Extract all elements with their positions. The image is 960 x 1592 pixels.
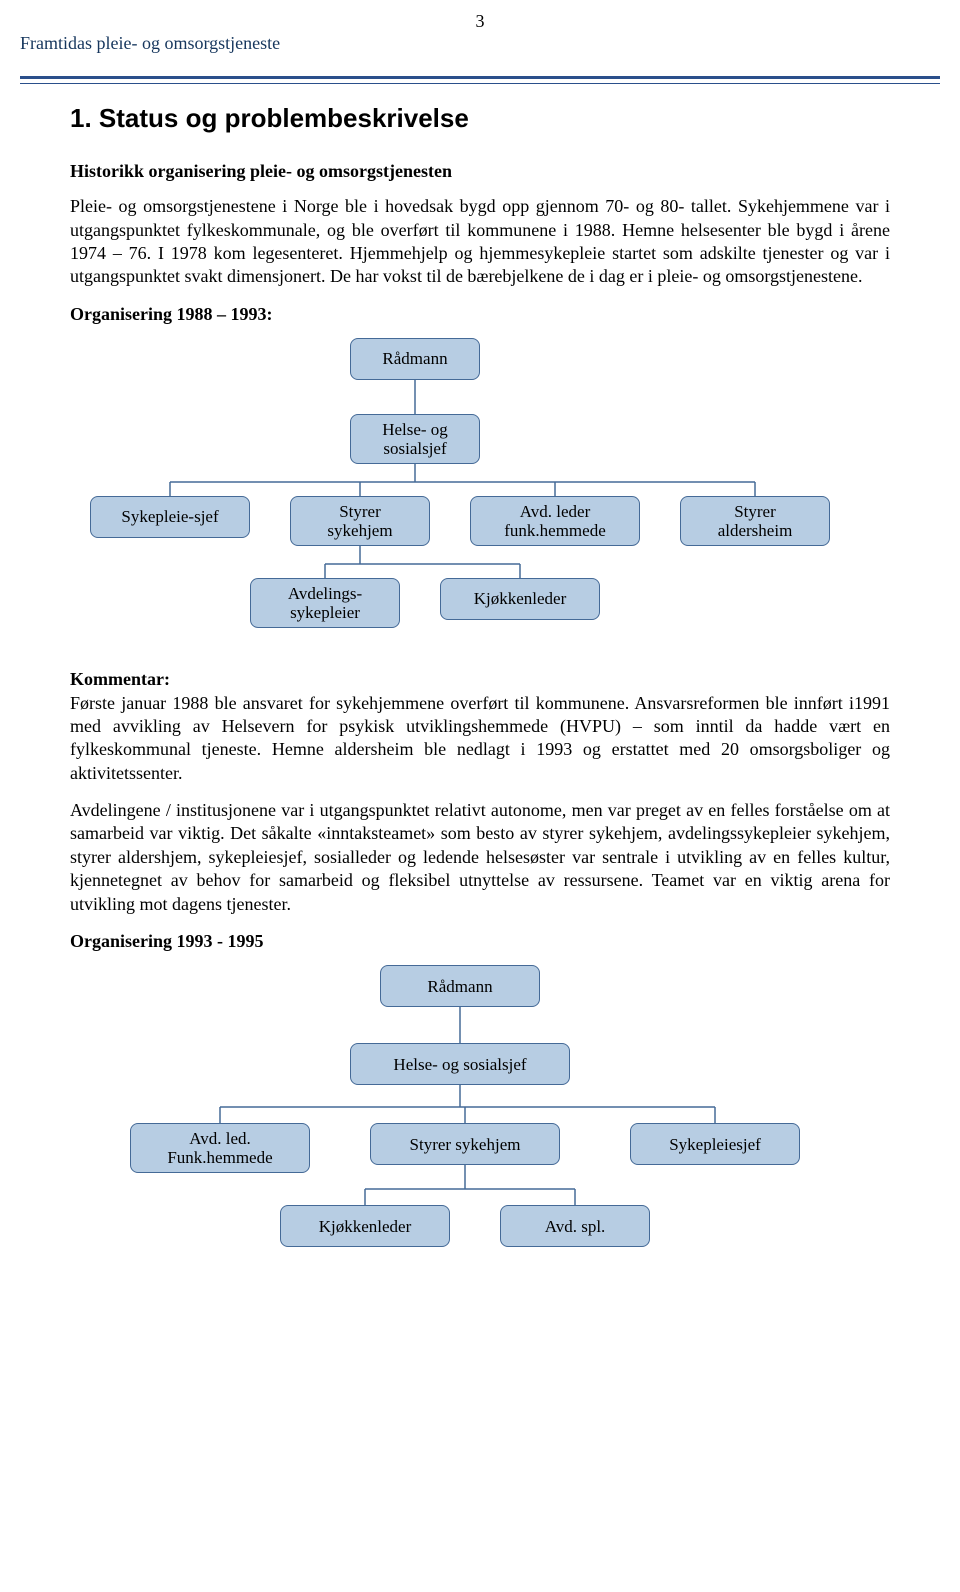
node-radmann: Rådmann: [350, 338, 480, 380]
node2-avd-spl: Avd. spl.: [500, 1205, 650, 1247]
header-rule: [20, 76, 940, 84]
intro-paragraph: Pleie- og omsorgstjenestene i Norge ble …: [70, 195, 890, 289]
node2-avd-led: Avd. led.Funk.hemmede: [130, 1123, 310, 1173]
node-kjokkenleder: Kjøkkenleder: [440, 578, 600, 620]
org2-heading: Organisering 1993 - 1995: [70, 930, 890, 953]
chart2-lines: [70, 965, 890, 1275]
node-avd-leder: Avd. lederfunk.hemmede: [470, 496, 640, 546]
org-chart-1988: Rådmann Helse- ogsosialsjef Sykepleie-sj…: [70, 338, 890, 648]
kommentar-p2: Avdelingene / institusjonene var i utgan…: [70, 799, 890, 916]
node-helse-sosialsjef: Helse- ogsosialsjef: [350, 414, 480, 464]
node2-sykepleiesjef: Sykepleiesjef: [630, 1123, 800, 1165]
page-number: 3: [476, 10, 485, 33]
node2-helse-sosialsjef: Helse- og sosialsjef: [350, 1043, 570, 1085]
intro-heading: Historikk organisering pleie- og omsorgs…: [70, 160, 890, 183]
header-title: Framtidas pleie- og omsorgstjeneste: [20, 32, 280, 55]
node2-styrer-sykehjem: Styrer sykehjem: [370, 1123, 560, 1165]
kommentar-p1: Kommentar: Første januar 1988 ble ansvare…: [70, 668, 890, 785]
node-sykepleie-sjef: Sykepleie-sjef: [90, 496, 250, 538]
org1-heading: Organisering 1988 – 1993:: [70, 303, 890, 326]
node-avdelings-sykepleier: Avdelings-sykepleier: [250, 578, 400, 628]
node2-radmann: Rådmann: [380, 965, 540, 1007]
node-styrer-aldersheim: Styreraldersheim: [680, 496, 830, 546]
org-chart-1993: Rådmann Helse- og sosialsjef Avd. led.Fu…: [70, 965, 890, 1275]
node2-kjokkenleder: Kjøkkenleder: [280, 1205, 450, 1247]
section-heading: 1. Status og problembeskrivelse: [70, 102, 890, 136]
kommentar-body1: Første januar 1988 ble ansvaret for syke…: [70, 693, 890, 783]
kommentar-label: Kommentar:: [70, 669, 170, 689]
node-styrer-sykehjem: Styrersykehjem: [290, 496, 430, 546]
